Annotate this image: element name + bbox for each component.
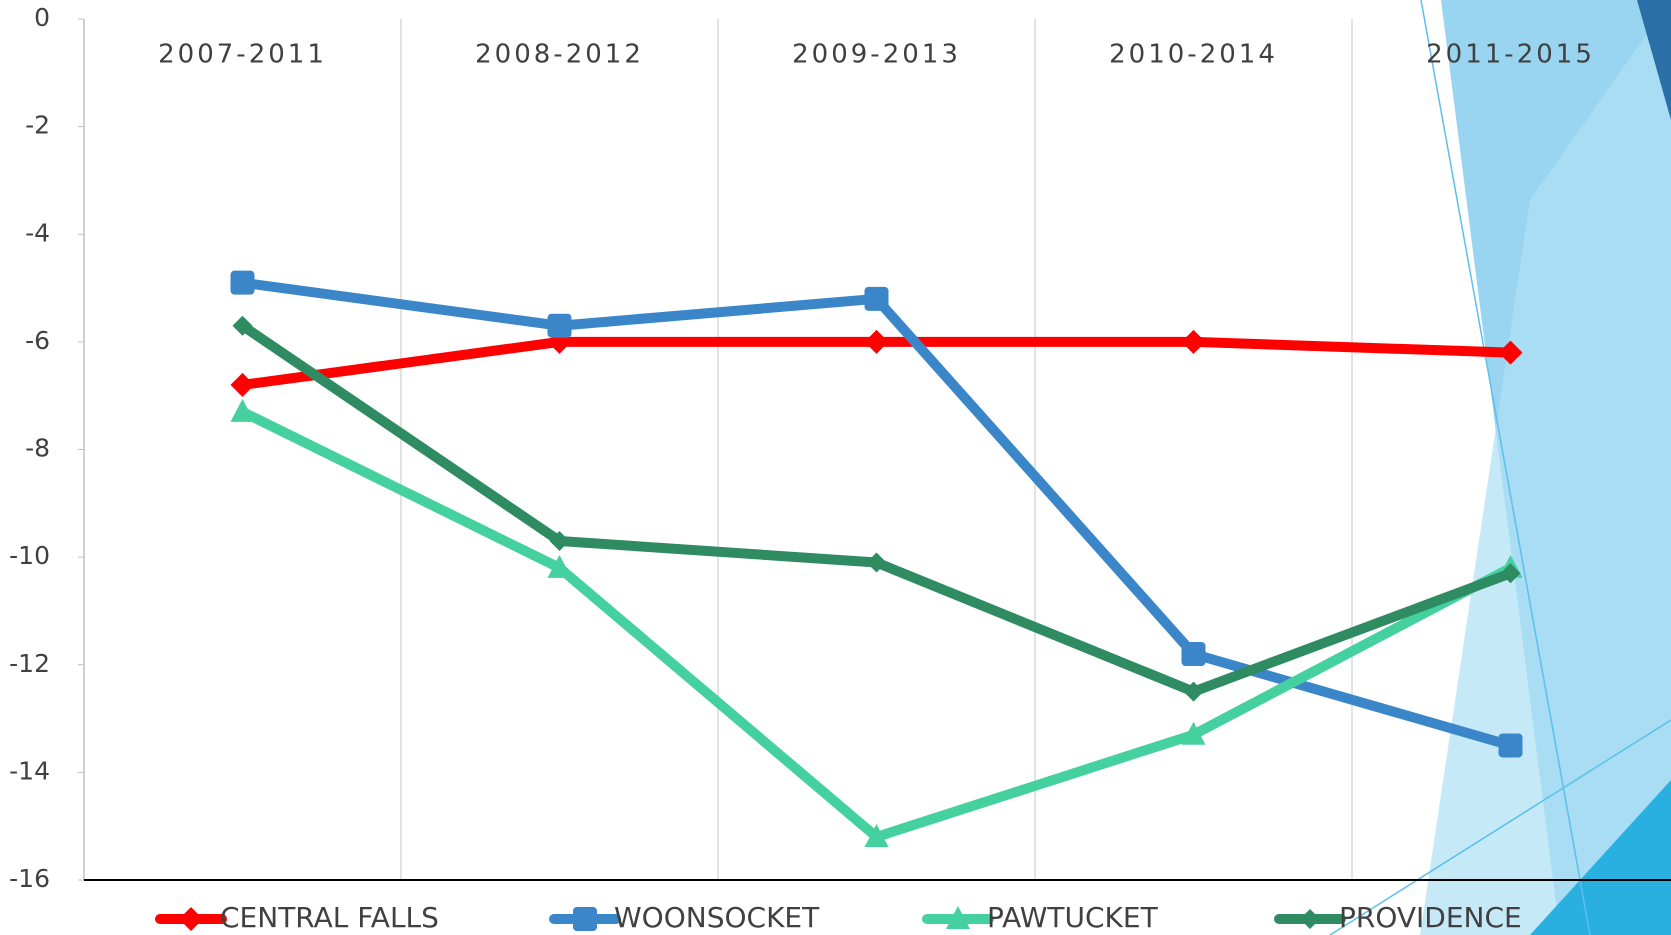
legend-marker — [1300, 909, 1320, 929]
marker — [1182, 642, 1206, 666]
legend-marker — [179, 907, 203, 931]
legend-item: PAWTUCKET — [927, 901, 1159, 934]
x-tick-label: 2008-2012 — [475, 40, 644, 70]
series-line — [243, 412, 1511, 837]
y-tick-label: -2 — [25, 111, 50, 140]
legend-item: PROVIDENCE — [1279, 901, 1522, 934]
y-tick-label: -4 — [25, 218, 50, 247]
marker — [548, 314, 572, 338]
y-tick-label: -6 — [25, 326, 50, 355]
legend-label: WOONSOCKET — [614, 901, 820, 934]
chart: 0 -2 -4 -6 -8 -10 -12 -14 -16 2007-2011 2008-2012 2… — [0, 0, 1671, 935]
decoration — [1330, 0, 1671, 935]
marker — [231, 399, 255, 422]
x-tick-label: 2009-2013 — [792, 40, 961, 70]
marker — [1182, 330, 1206, 354]
x-tick-label: 2011-2015 — [1426, 40, 1595, 70]
x-tick-label: 2007-2011 — [158, 40, 327, 70]
y-tick-label: -14 — [9, 756, 50, 785]
y-tick-label: -12 — [9, 649, 50, 678]
marker — [865, 330, 889, 354]
legend-label: PROVIDENCE — [1339, 901, 1522, 934]
legend-marker — [573, 907, 597, 931]
y-tick-label: -8 — [25, 434, 50, 463]
plot-area: 0 -2 -4 -6 -8 -10 -12 -14 -16 2007-2011 2008-2012 2… — [9, 3, 1671, 934]
legend-item: CENTRAL FALLS — [160, 901, 439, 934]
marker — [231, 373, 255, 397]
y-tick-label: -10 — [9, 541, 50, 570]
marker — [865, 287, 889, 311]
marker — [231, 271, 255, 295]
x-tick-label: 2010-2014 — [1109, 40, 1278, 70]
y-tick-label: -16 — [9, 864, 50, 893]
legend-label: PAWTUCKET — [987, 901, 1159, 934]
legend-label: CENTRAL FALLS — [220, 901, 439, 934]
y-tick-label: 0 — [34, 3, 50, 32]
legend-item: WOONSOCKET — [554, 901, 820, 934]
marker — [1499, 733, 1523, 757]
